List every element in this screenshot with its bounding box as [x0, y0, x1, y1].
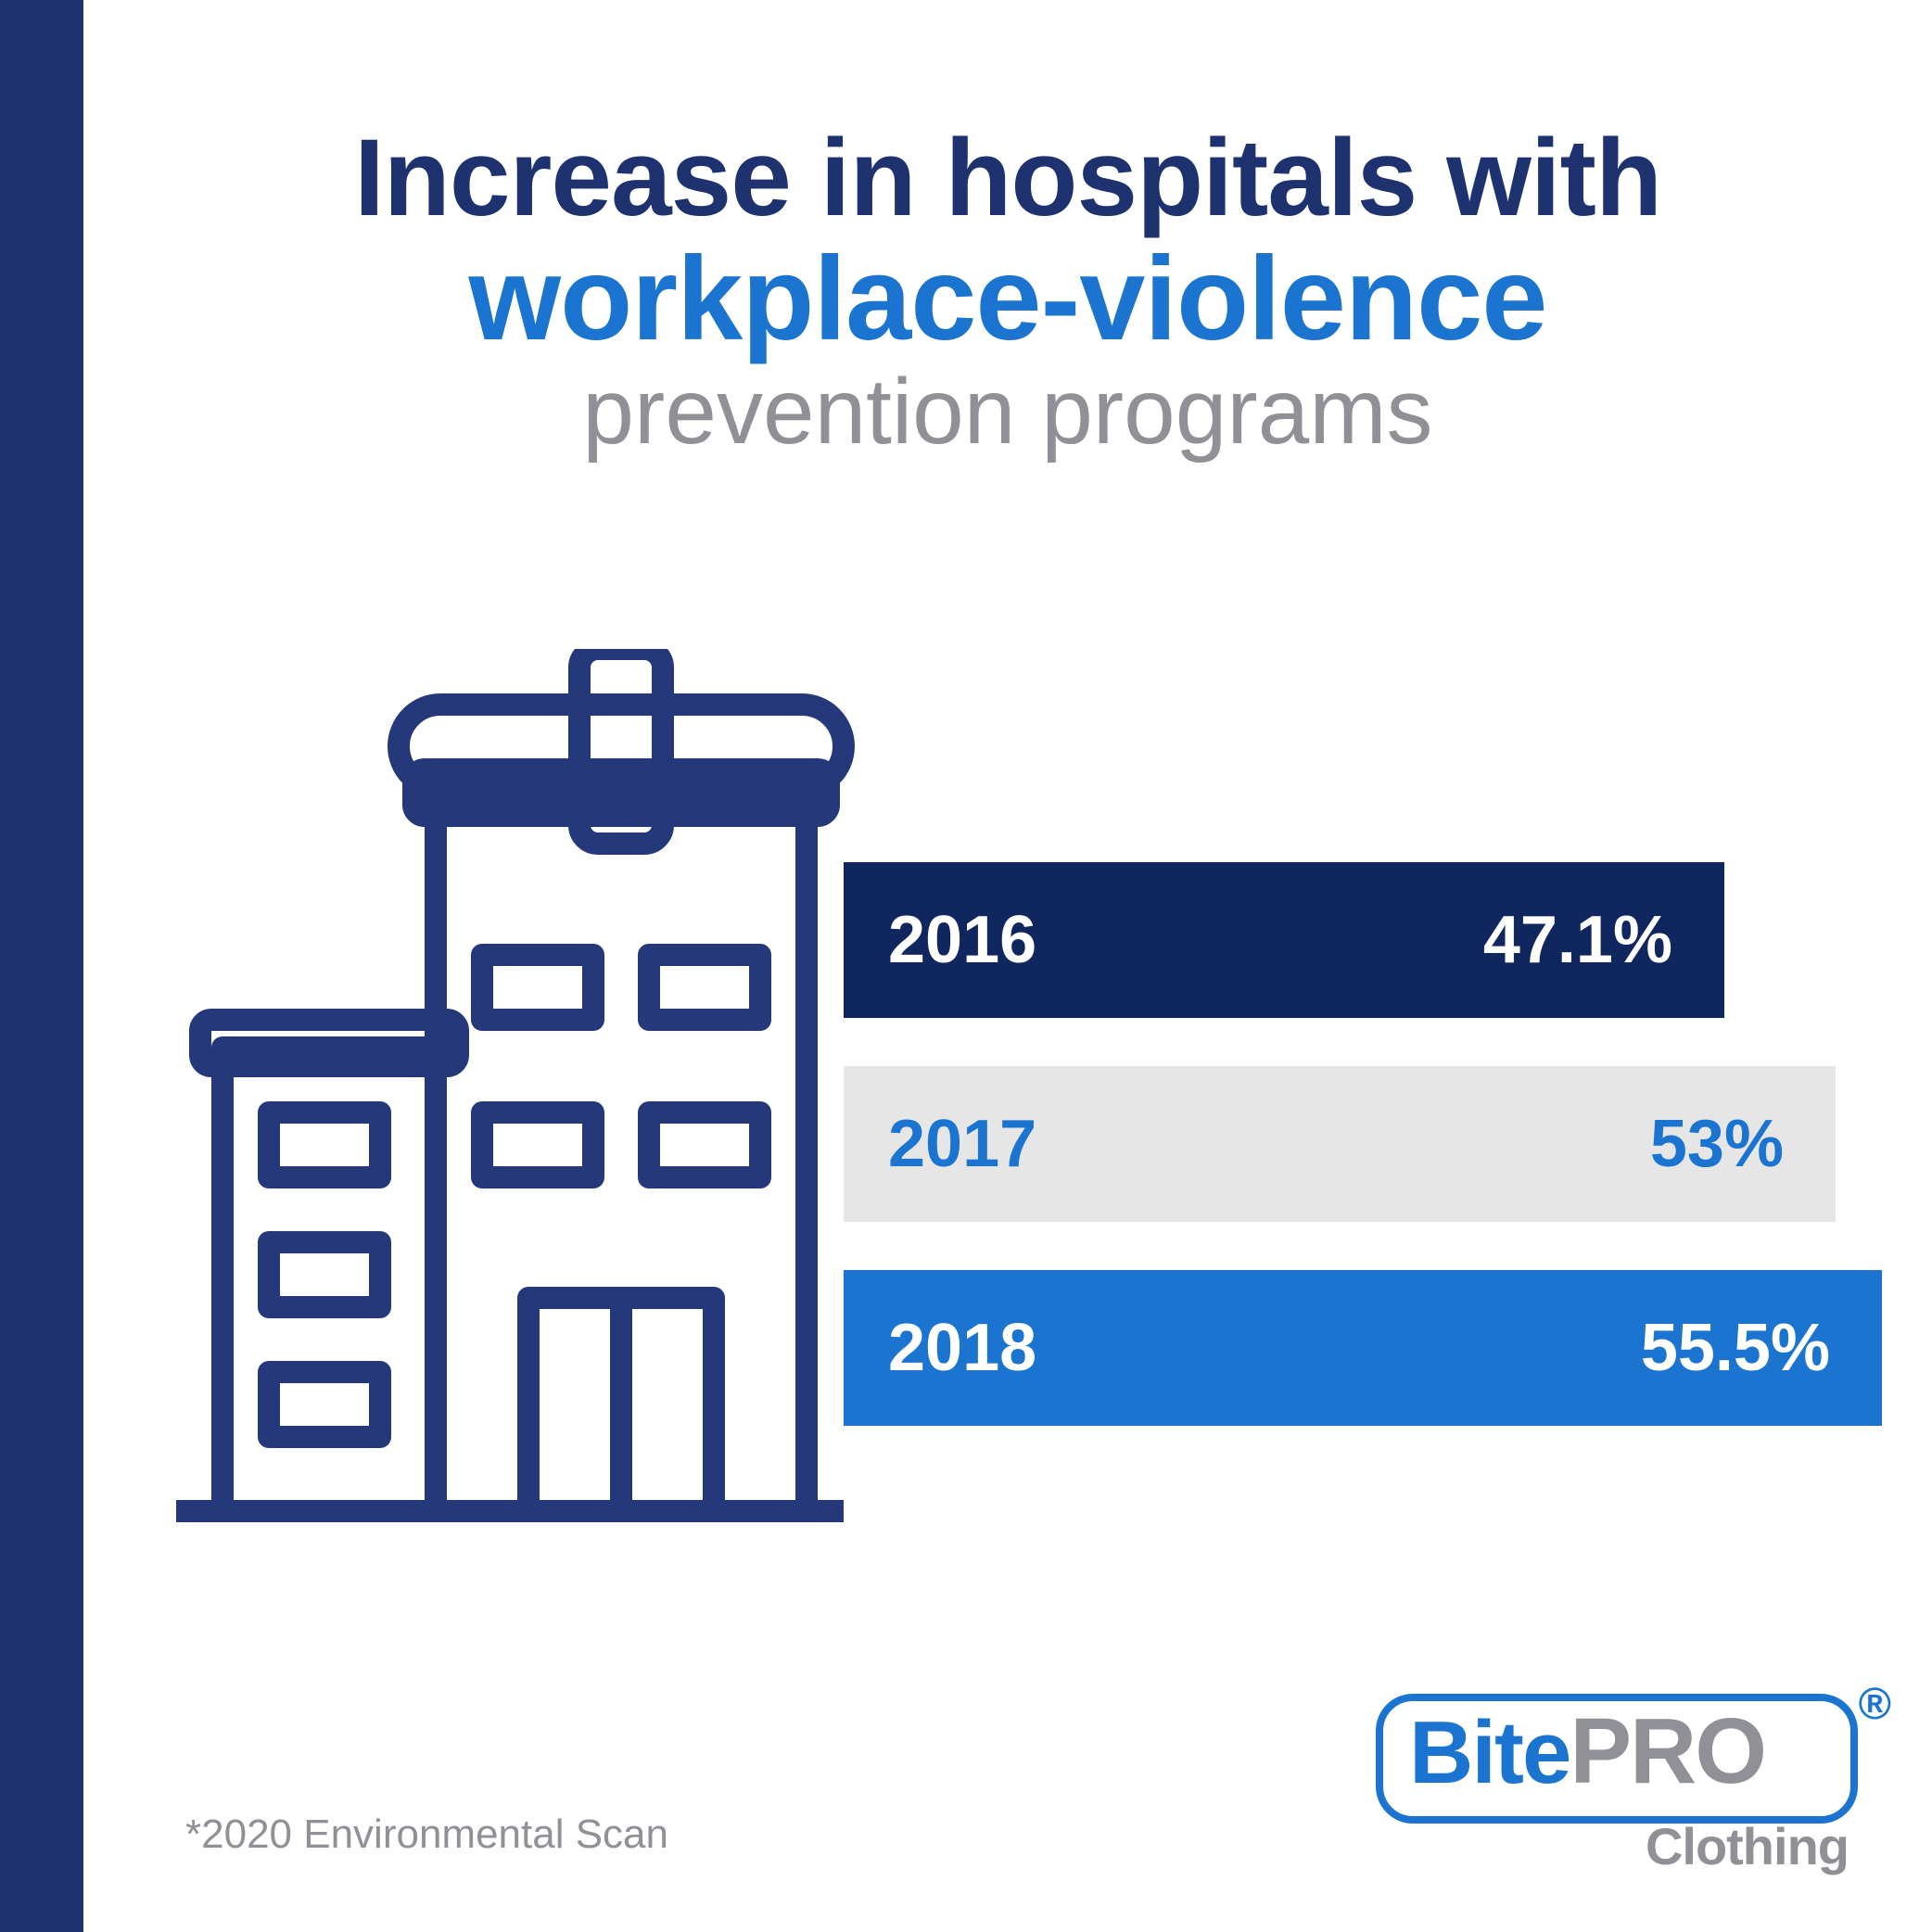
bar-pct: 53%: [1036, 1106, 1836, 1182]
content-area: Increase in hospitals with workplace-vio…: [83, 0, 1932, 1932]
footnote: *2020 Environmental Scan: [185, 1811, 668, 1858]
bar-pct: 55.5%: [1036, 1310, 1882, 1386]
logo-word-pro: PRO: [1570, 1705, 1765, 1798]
registered-icon: ®: [1859, 1679, 1891, 1730]
headline-line-2: workplace-violence: [83, 236, 1932, 362]
logo-word-bite: Bite: [1409, 1709, 1570, 1798]
bar-2016: 2016 47.1%: [844, 862, 1724, 1018]
logo-box: Bite PRO ®: [1376, 1694, 1858, 1824]
headline-line-1: Increase in hospitals with: [83, 121, 1932, 236]
year-percent-bars: 2016 47.1% 2017 53% 2018 55.5%: [844, 862, 1882, 1474]
bar-year: 2018: [888, 1310, 1036, 1386]
bar-2018: 2018 55.5%: [844, 1270, 1882, 1426]
headline: Increase in hospitals with workplace-vio…: [83, 121, 1932, 461]
left-accent-stripe: [0, 0, 83, 1932]
logo-subtitle: Clothing: [1376, 1816, 1858, 1876]
bar-year: 2017: [888, 1106, 1036, 1182]
hospital-icon: [158, 649, 862, 1539]
headline-line-3: prevention programs: [83, 362, 1932, 461]
bar-year: 2016: [888, 902, 1036, 978]
bar-2017: 2017 53%: [844, 1066, 1836, 1222]
bar-pct: 47.1%: [1036, 902, 1724, 978]
brand-logo: Bite PRO ® Clothing: [1376, 1694, 1858, 1876]
